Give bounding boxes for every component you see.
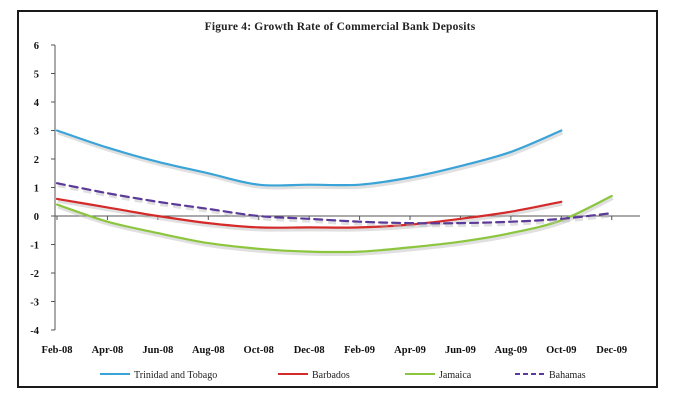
x-tick-label: Apr-08 bbox=[92, 345, 124, 356]
x-tick-label: Feb-09 bbox=[344, 345, 375, 356]
legend: Trinidad and Tobago Barbados Jamaica Bahama… bbox=[100, 370, 586, 381]
y-tick-label: 2 bbox=[34, 155, 39, 166]
x-tick-label: Feb-08 bbox=[42, 345, 73, 356]
x-tick-label: Dec-09 bbox=[596, 345, 627, 356]
legend-label-barbados: Barbados bbox=[312, 370, 350, 381]
chart-frame bbox=[17, 10, 658, 388]
series-shadow-jamaica bbox=[57, 196, 614, 257]
series-line-jamaica bbox=[55, 194, 613, 254]
x-tick-label: Aug-08 bbox=[192, 345, 225, 356]
x-tick-label: Jun-09 bbox=[445, 345, 476, 356]
y-tick-label: -2 bbox=[30, 269, 39, 280]
y-tick-label: 0 bbox=[34, 212, 39, 223]
series-line-barbados bbox=[55, 197, 563, 229]
series-line-bahamas bbox=[55, 182, 613, 225]
series-line-trinidad-and-tobago bbox=[55, 129, 563, 187]
x-tick-label: Dec-08 bbox=[294, 345, 325, 356]
x-tick-label: Jun-08 bbox=[142, 345, 173, 356]
legend-label-bahamas: Bahamas bbox=[549, 370, 586, 381]
y-tick-label: 4 bbox=[34, 98, 40, 109]
y-tick-label: -1 bbox=[30, 241, 39, 252]
x-axis-tick-labels: Feb-08 Apr-08 Jun-08 Aug-08 Oct-08 Dec-08 Feb-… bbox=[42, 216, 627, 356]
y-tick-label: -4 bbox=[30, 326, 39, 337]
legend-label-trinidad-and-tobago: Trinidad and Tobago bbox=[134, 370, 217, 381]
y-tick-label: 1 bbox=[34, 184, 39, 195]
x-tick-label: Apr-09 bbox=[394, 345, 426, 356]
y-tick-label: 6 bbox=[34, 41, 39, 52]
series-shadow-bahamas bbox=[57, 183, 613, 228]
y-tick-label: -3 bbox=[30, 298, 39, 309]
series-layer bbox=[55, 129, 614, 257]
x-tick-label: Oct-09 bbox=[546, 345, 576, 356]
chart-title: Figure 4: Growth Rate of Commercial Bank… bbox=[205, 21, 476, 33]
y-tick-label: 3 bbox=[34, 127, 39, 138]
x-tick-label: Aug-09 bbox=[495, 345, 528, 356]
x-tick-label: Oct-08 bbox=[244, 345, 274, 356]
legend-label-jamaica: Jamaica bbox=[439, 370, 472, 381]
y-tick-label: 5 bbox=[34, 70, 39, 81]
series-shadow-barbados bbox=[57, 198, 563, 232]
y-axis-tick-labels: 6 5 4 3 2 1 0 -1 -2 -3 -4 bbox=[30, 41, 55, 337]
series-shadow-trinidad-and-tobago bbox=[57, 130, 564, 190]
